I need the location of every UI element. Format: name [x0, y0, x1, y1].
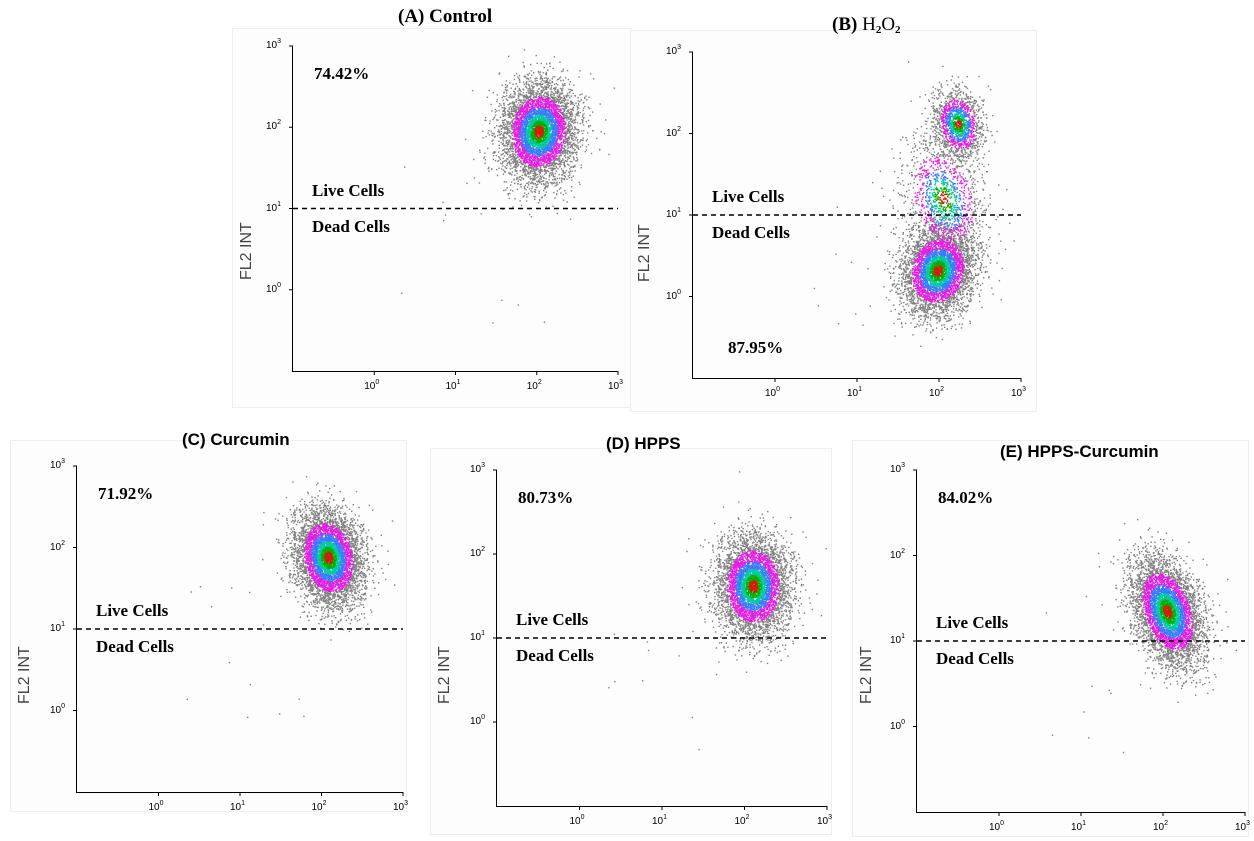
x-tick-label: 102	[735, 814, 750, 827]
y-axis-label: FL2 INT	[858, 646, 876, 704]
y-tick-label: 102	[890, 548, 905, 561]
x-tick-label: 100	[364, 379, 379, 392]
population-percent-label: 84.02%	[938, 488, 993, 508]
panel-letter: (A)	[398, 6, 429, 27]
event-dots	[813, 61, 1015, 347]
scatter-plot-svg	[913, 469, 1246, 816]
dead-cells-label: Dead Cells	[312, 217, 390, 237]
panel-title-text: Control	[429, 6, 492, 27]
scatter-plot-svg	[73, 465, 404, 796]
panel-title-text: HPPS	[634, 434, 680, 453]
population-percent-label: 80.73%	[518, 488, 573, 508]
y-axis-label: FL2 INT	[436, 646, 454, 704]
x-tick-label: 102	[929, 386, 944, 399]
y-tick-label: 101	[470, 630, 485, 643]
x-tick-label: 100	[989, 820, 1004, 833]
x-tick-label: 103	[608, 379, 623, 392]
y-tick-label: 100	[666, 289, 681, 302]
y-tick-label: 101	[666, 207, 681, 220]
population-percent-label: 74.42%	[314, 64, 369, 84]
x-tick-label: 103	[1235, 820, 1250, 833]
panel-background	[630, 30, 1037, 412]
plot-area	[913, 469, 1246, 816]
event-dots	[1045, 518, 1237, 754]
dead-cells-label: Dead Cells	[516, 646, 594, 666]
scatter-plot-svg	[493, 469, 828, 810]
panel-title-text: O	[881, 14, 895, 35]
y-tick-label: 103	[266, 38, 281, 51]
y-tick-label: 103	[470, 462, 485, 475]
live-cells-label: Live Cells	[96, 601, 168, 621]
live-cells-label: Live Cells	[312, 181, 384, 201]
y-tick-label: 101	[266, 201, 281, 214]
subscript: 2	[876, 24, 882, 36]
y-axis-label: FL2 INT	[16, 646, 34, 704]
y-tick-label: 103	[50, 458, 65, 471]
panel-title: (E) HPPS-Curcumin	[1000, 442, 1159, 462]
x-tick-label: 101	[652, 814, 667, 827]
population-percent-label: 71.92%	[98, 484, 153, 504]
y-tick-label: 102	[50, 540, 65, 553]
x-tick-label: 101	[1071, 820, 1086, 833]
plot-area	[73, 465, 404, 796]
x-tick-label: 103	[1011, 386, 1026, 399]
y-tick-label: 102	[666, 126, 681, 139]
y-tick-label: 103	[890, 462, 905, 475]
y-tick-label: 100	[266, 282, 281, 295]
x-tick-label: 103	[817, 814, 832, 827]
y-tick-label: 103	[666, 44, 681, 57]
dead-cells-label: Dead Cells	[936, 649, 1014, 669]
x-tick-label: 100	[570, 814, 585, 827]
x-tick-label: 102	[312, 800, 327, 813]
y-tick-label: 101	[890, 633, 905, 646]
x-tick-label: 101	[446, 379, 461, 392]
live-cells-label: Live Cells	[516, 610, 588, 630]
panel-letter: (E)	[1000, 442, 1027, 461]
y-tick-label: 102	[470, 546, 485, 559]
y-axis-label: FL2 INT	[636, 224, 654, 282]
event-dots	[401, 49, 616, 324]
event-dots	[186, 476, 396, 719]
subscript: 2	[895, 24, 901, 36]
panel-letter: (B)	[832, 14, 862, 35]
y-axis-label: FL2 INT	[238, 222, 256, 280]
panel-title: (C) Curcumin	[182, 430, 290, 450]
y-tick-label: 102	[266, 119, 281, 132]
y-tick-label: 101	[50, 621, 65, 634]
panel-title: (B) H2O2	[832, 14, 901, 36]
event-dots	[608, 471, 827, 751]
plot-area	[493, 469, 828, 810]
panel-title: (A) Control	[398, 6, 492, 28]
x-tick-label: 100	[765, 386, 780, 399]
panel-title-text: Curcumin	[210, 430, 289, 449]
x-tick-label: 102	[527, 379, 542, 392]
x-tick-label: 103	[393, 800, 408, 813]
y-tick-label: 100	[890, 719, 905, 732]
panel-title-text: H	[862, 14, 876, 35]
plot-area	[689, 51, 1022, 382]
x-tick-label: 101	[230, 800, 245, 813]
live-cells-label: Live Cells	[936, 613, 1008, 633]
scatter-plot-svg	[689, 51, 1022, 382]
population-percent-label: 87.95%	[728, 338, 783, 358]
panel-title-text: HPPS-Curcumin	[1027, 442, 1158, 461]
panel-title: (D) HPPS	[606, 434, 681, 454]
dead-cells-label: Dead Cells	[712, 223, 790, 243]
y-tick-label: 100	[50, 703, 65, 716]
x-tick-label: 102	[1153, 820, 1168, 833]
live-cells-label: Live Cells	[712, 187, 784, 207]
x-tick-label: 101	[847, 386, 862, 399]
panel-letter: (C)	[182, 430, 210, 449]
panel-background	[232, 28, 632, 408]
x-tick-label: 100	[149, 800, 164, 813]
panel-background	[430, 448, 832, 835]
panel-letter: (D)	[606, 434, 634, 453]
dead-cells-label: Dead Cells	[96, 637, 174, 657]
plot-area	[289, 45, 619, 375]
scatter-plot-svg	[289, 45, 619, 375]
y-tick-label: 100	[470, 714, 485, 727]
